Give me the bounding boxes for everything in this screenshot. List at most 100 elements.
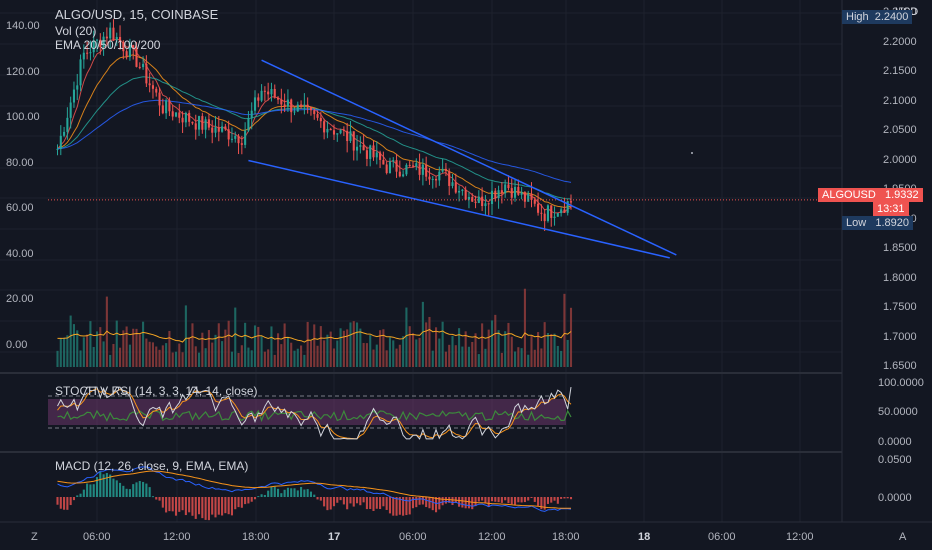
macd-histogram-bar <box>174 497 178 516</box>
volume-bar <box>471 341 474 367</box>
candle-body <box>230 138 234 140</box>
volume-bar <box>434 327 438 367</box>
candle-body <box>319 117 322 122</box>
macd-histogram-bar <box>112 478 115 497</box>
macd-histogram-bar <box>221 497 224 516</box>
volume-bar <box>464 331 467 367</box>
volume-tick: 0.00 <box>6 339 28 351</box>
macd-histogram-bar <box>520 497 523 503</box>
candle-body <box>237 135 240 144</box>
volume-bar <box>540 348 543 367</box>
volume-bar <box>109 354 112 367</box>
volume-bar <box>319 326 322 367</box>
macd-legend[interactable]: MACD (12, 26, close, 9, EMA, EMA) <box>55 459 249 473</box>
candle-body <box>82 52 85 60</box>
macd-histogram-bar <box>431 497 434 511</box>
volume-bar <box>527 354 530 367</box>
vol-legend[interactable]: Vol (20) <box>55 24 97 38</box>
volume-bar <box>359 328 362 367</box>
trendlines[interactable] <box>248 59 677 259</box>
timezone-z-button[interactable]: Z <box>31 531 38 543</box>
candle-body <box>309 107 313 111</box>
macd-histogram-bar <box>201 497 204 519</box>
macd-histogram-bar <box>280 493 283 497</box>
candle-body <box>477 196 480 203</box>
candle-body <box>434 178 438 181</box>
candle-body <box>392 160 395 162</box>
candle-body <box>280 99 283 105</box>
chart-grid <box>0 0 842 522</box>
macd-histogram-bar <box>474 497 477 507</box>
volume-bar <box>253 325 257 367</box>
macd-histogram-bar <box>161 497 164 508</box>
volume-bar <box>504 331 507 367</box>
macd-histogram-bar <box>461 497 464 508</box>
volume-bar <box>484 348 487 367</box>
macd-histogram-bar <box>184 497 187 516</box>
candle-body <box>395 160 398 172</box>
volume-bar <box>247 347 250 367</box>
volume-bar <box>461 346 464 367</box>
time-tick: 06:00 <box>83 531 111 543</box>
candle-body <box>214 127 217 133</box>
volume-bar <box>161 345 164 367</box>
ema-lines <box>57 38 572 214</box>
ema-legend[interactable]: EMA 20/50/100/200 <box>55 38 161 52</box>
candle-body <box>293 111 296 113</box>
candle-body <box>379 152 382 160</box>
auto-scale-button[interactable]: A <box>899 531 907 543</box>
macd-histogram-bar <box>273 486 276 497</box>
candle-body <box>125 51 128 58</box>
candle-body <box>543 213 546 222</box>
macd-histogram-bar <box>296 490 299 497</box>
volume-bar <box>286 336 289 367</box>
macd-histogram-bar <box>267 490 270 497</box>
macd-histogram-bar <box>227 497 230 515</box>
stoch-legend[interactable]: STOCH V RSI (14, 3, 3, 14, 14, close) <box>55 384 258 398</box>
volume-bar <box>408 326 411 367</box>
candle-body <box>171 111 174 117</box>
volume-bar <box>332 348 336 367</box>
volume-bar <box>69 315 72 367</box>
candle-body <box>517 186 520 195</box>
macd-histogram-bar <box>118 482 122 497</box>
volume-bar <box>388 337 392 367</box>
candle-body <box>313 110 316 115</box>
macd-histogram-bar <box>122 485 125 497</box>
candle-body <box>454 182 457 193</box>
macd-histogram-bar <box>546 497 550 504</box>
candle-body <box>151 85 155 89</box>
volume-bar <box>517 347 520 367</box>
macd-histogram-bar <box>477 497 480 502</box>
volume-bar <box>355 322 359 367</box>
macd-histogram-bar <box>342 497 345 505</box>
volume-bar <box>510 336 513 367</box>
macd-histogram-bar <box>346 497 349 510</box>
candle-body <box>72 89 76 103</box>
macd-histogram-bar <box>125 488 128 497</box>
volume-bar <box>566 339 569 367</box>
macd-histogram-bar <box>240 497 243 508</box>
volume-bar <box>234 307 237 367</box>
volume-bar <box>276 333 280 367</box>
candle-body <box>118 37 122 42</box>
candle-body <box>138 66 141 68</box>
macd-histogram-bar <box>556 497 559 504</box>
macd-tick: 0.0500 <box>878 454 912 466</box>
volume-bar <box>474 333 477 367</box>
candle-body <box>421 164 424 175</box>
volume-bar <box>72 324 76 367</box>
candle-body <box>263 90 266 92</box>
volume-bar <box>95 331 99 367</box>
volume-bar <box>375 344 378 367</box>
macd-histogram-bar <box>550 497 553 503</box>
volume-bar <box>142 321 145 367</box>
volume-bar <box>300 345 303 367</box>
volume-bar <box>217 323 220 367</box>
candle-body <box>296 104 299 112</box>
macd-histogram-bar <box>504 497 507 501</box>
candle-body <box>336 133 339 135</box>
macd-histogram-bar <box>290 488 293 497</box>
macd-histogram-bar <box>191 497 194 516</box>
